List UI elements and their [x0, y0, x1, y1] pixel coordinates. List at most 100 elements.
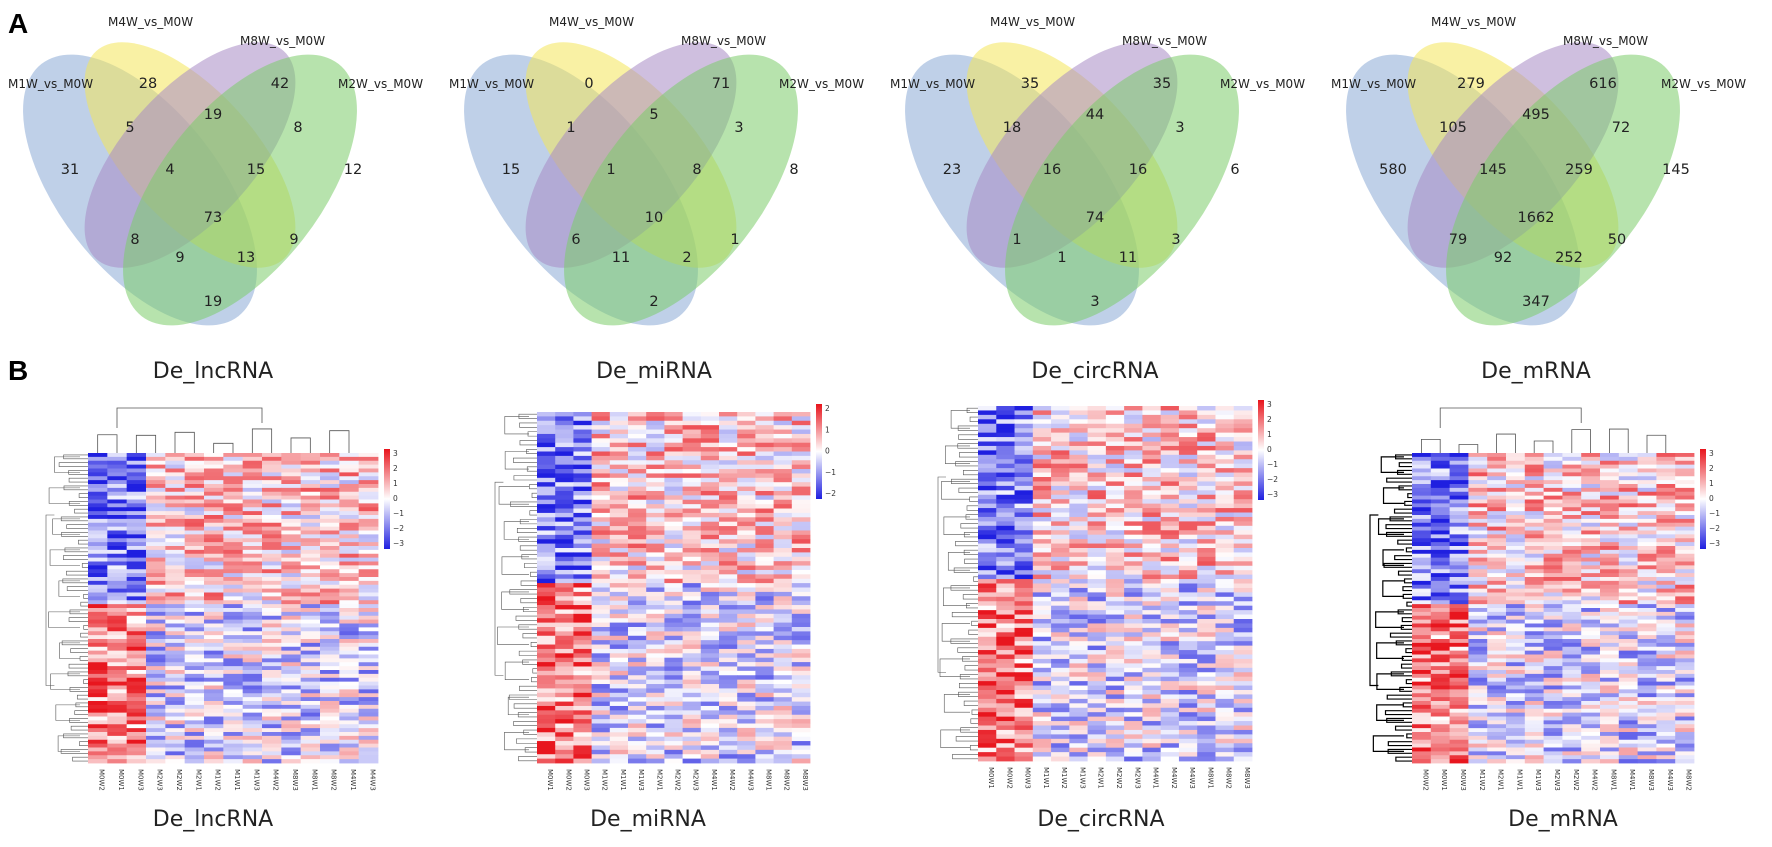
- heatmap-cell: [1087, 623, 1107, 629]
- heatmap-cell: [358, 464, 379, 469]
- heatmap-cell: [1449, 712, 1469, 717]
- heatmap-cell: [646, 561, 665, 566]
- heatmap-cell: [1051, 472, 1070, 478]
- heatmap-cell: [126, 739, 147, 745]
- heatmap-cell: [1105, 472, 1125, 478]
- heatmap-cell: [320, 735, 340, 741]
- heatmap-cell: [320, 600, 340, 605]
- heatmap-cell: [1014, 619, 1034, 624]
- heatmap-cell: [1178, 601, 1198, 607]
- heatmap-cell: [1087, 530, 1107, 536]
- heatmap-cell: [1160, 556, 1180, 562]
- heatmap-cell: [737, 701, 756, 707]
- heatmap-cell: [719, 534, 738, 540]
- heatmap-cell: [573, 653, 592, 659]
- heatmap-cell: [223, 681, 244, 686]
- heatmap-cell: [1032, 614, 1052, 620]
- heatmap-cell: [1524, 484, 1544, 489]
- heatmap-cell: [996, 499, 1015, 505]
- heatmap-cell: [1014, 698, 1034, 704]
- heatmap-cell: [1543, 453, 1563, 458]
- heatmap-cell: [537, 521, 556, 527]
- heatmap-cell: [107, 650, 128, 655]
- heatmap-cell: [1051, 721, 1070, 726]
- heatmap-cell: [1524, 611, 1544, 617]
- heatmap-cell: [1233, 667, 1253, 673]
- heatmap: M0W2 M0W1 M0W3 M1W2 M2W1 M1W1 M1W3 M2W3 M2W2 M4W2…: [1369, 407, 1720, 832]
- heatmap-cell: [719, 451, 738, 457]
- venn-region-count: 2: [682, 250, 691, 266]
- heatmap-cell: [339, 604, 360, 609]
- heatmap-cell: [1412, 561, 1432, 566]
- heatmap-cell: [682, 469, 702, 474]
- heatmap-cell: [1051, 605, 1070, 611]
- heatmap-cell: [1487, 472, 1507, 477]
- heatmap-cell: [1524, 662, 1544, 667]
- heatmap-cell: [1160, 454, 1180, 460]
- heatmap-cell: [1506, 658, 1526, 663]
- heatmap-cell: [1233, 605, 1253, 611]
- venn-region-count: 74: [1086, 210, 1104, 226]
- heatmap-cell: [719, 631, 738, 637]
- heatmap-cell: [1656, 468, 1676, 473]
- heatmap-cell: [1600, 604, 1620, 609]
- heatmap-cell: [1215, 583, 1235, 589]
- heatmap-cell: [126, 538, 147, 543]
- heatmap-cell: [1051, 485, 1070, 491]
- dendrogram-branch: [68, 477, 88, 483]
- heatmap-cell: [1524, 577, 1544, 582]
- heatmap-cell: [165, 553, 186, 559]
- heatmap-cell: [791, 613, 811, 619]
- heatmap-cell: [1051, 579, 1070, 584]
- heatmap-cell: [281, 515, 302, 520]
- heatmap-cell: [300, 627, 321, 632]
- heatmap-cell: [146, 631, 166, 636]
- heatmap-cell: [1215, 539, 1235, 544]
- heatmap-cell: [1656, 592, 1676, 597]
- heatmap-cell: [320, 511, 340, 516]
- heatmap-cell: [1142, 707, 1162, 713]
- heatmap-cell: [978, 530, 997, 536]
- dendrogram-branch: [973, 576, 978, 582]
- heatmap-cell: [358, 507, 379, 512]
- heatmap-cell: [737, 438, 756, 444]
- heatmap-cell: [1051, 752, 1070, 757]
- heatmap-cell: [1105, 432, 1125, 438]
- heatmap-cell: [1069, 459, 1088, 465]
- heatmap-cell: [184, 747, 205, 752]
- heatmap-cell: [978, 490, 997, 496]
- heatmap-cell: [1124, 632, 1143, 638]
- heatmap-cell: [700, 508, 720, 514]
- heatmap-cell: [107, 658, 128, 663]
- heatmap-column-label: M1W1: [1042, 767, 1050, 789]
- heatmap-cell: [358, 538, 379, 543]
- dendrogram-branch: [70, 648, 88, 653]
- heatmap-cell: [537, 670, 556, 676]
- heatmap-cell: [1412, 604, 1432, 609]
- heatmap-cell: [1487, 577, 1507, 582]
- heatmap-cell: [1160, 552, 1180, 558]
- heatmap-cell: [1087, 543, 1107, 549]
- heatmap-cell: [682, 512, 702, 518]
- heatmap-cell: [791, 741, 811, 746]
- heatmap-cell: [682, 640, 702, 645]
- heatmap-cell: [700, 600, 720, 606]
- heatmap-cell: [1197, 419, 1216, 425]
- heatmap-cell: [1178, 676, 1198, 682]
- heatmap-cell: [1142, 685, 1162, 691]
- heatmap-cell: [300, 584, 321, 590]
- heatmap-cell: [1656, 553, 1676, 559]
- heatmap-cell: [537, 534, 556, 540]
- heatmap-cell: [755, 605, 774, 610]
- heatmap-cell: [1105, 605, 1125, 611]
- heatmap-cell: [1069, 406, 1088, 411]
- heatmap-cell: [1675, 689, 1695, 694]
- heatmap-cell: [1142, 437, 1162, 442]
- heatmap-cell: [1160, 636, 1180, 642]
- heatmap-cell: [755, 561, 774, 566]
- heatmap-cell: [204, 491, 224, 497]
- heatmap-cell: [223, 565, 244, 570]
- heatmap-cell: [628, 679, 647, 685]
- heatmap-cell: [184, 608, 205, 613]
- heatmap-cell: [737, 416, 756, 422]
